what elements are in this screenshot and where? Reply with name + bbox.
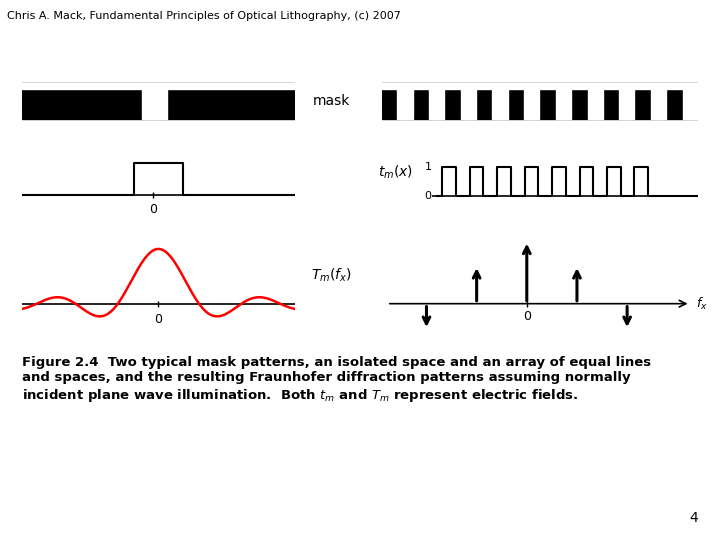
Text: 0: 0 <box>154 313 163 326</box>
Text: 1: 1 <box>425 161 431 172</box>
Bar <box>22 83 295 89</box>
Bar <box>524 89 539 119</box>
Text: Figure 2.4  Two typical mask patterns, an isolated space and an array of equal l: Figure 2.4 Two typical mask patterns, an… <box>22 356 651 404</box>
Bar <box>651 89 666 119</box>
Bar <box>556 89 571 119</box>
Text: 0: 0 <box>149 203 157 216</box>
Bar <box>382 83 698 89</box>
Text: 0: 0 <box>523 310 531 323</box>
Text: $t_m(x)$: $t_m(x)$ <box>379 164 413 181</box>
Text: $T_m(f_x)$: $T_m(f_x)$ <box>311 267 351 284</box>
Text: $f_x$: $f_x$ <box>696 295 708 312</box>
Bar <box>461 89 476 119</box>
Bar <box>588 89 603 119</box>
Text: mask: mask <box>312 94 350 108</box>
Text: Chris A. Mack, Fundamental Principles of Optical Lithography, (c) 2007: Chris A. Mack, Fundamental Principles of… <box>7 11 401 21</box>
Bar <box>142 89 166 119</box>
Bar <box>492 89 508 119</box>
Bar <box>429 89 444 119</box>
Bar <box>683 89 698 119</box>
Bar <box>397 89 413 119</box>
Text: 0: 0 <box>425 191 431 201</box>
Bar <box>619 89 634 119</box>
Text: 4: 4 <box>690 511 698 525</box>
